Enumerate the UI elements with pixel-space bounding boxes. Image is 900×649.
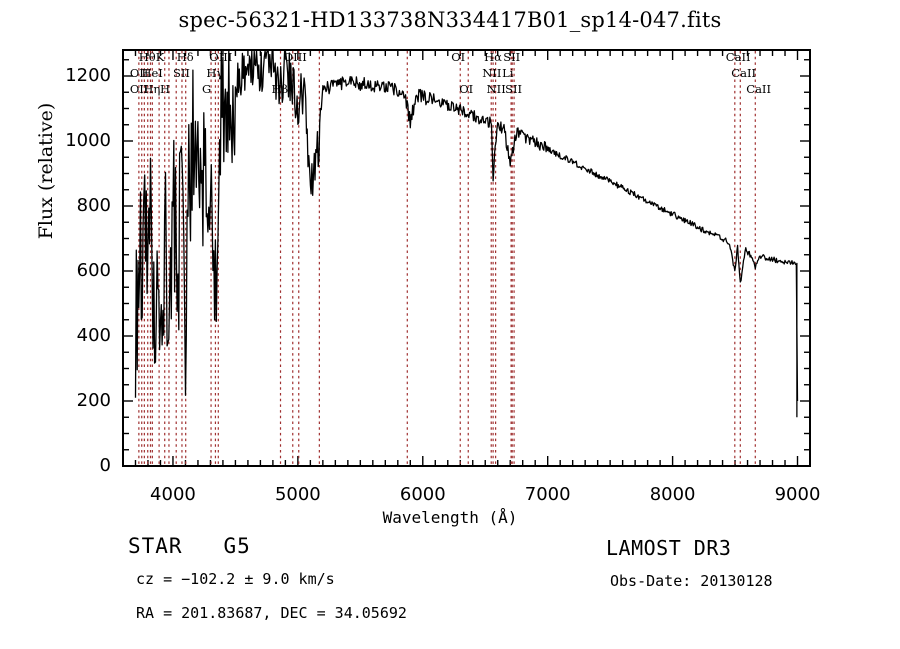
y-tick-label: 1200 <box>65 65 111 86</box>
y-tick-label: 400 <box>76 325 111 346</box>
y-tick-label: 200 <box>76 390 111 411</box>
footer-cz: cz = −102.2 ± 9.0 km/s <box>136 570 335 588</box>
spectral-line-label: Hβ <box>271 82 289 96</box>
y-tick-label: 0 <box>99 455 111 476</box>
spectral-line-label: H <box>159 82 170 96</box>
spectral-line-label: HeI <box>141 66 163 80</box>
spectral-line-label: Hα <box>484 50 502 64</box>
axis-ticks <box>122 50 811 467</box>
y-tick-label: 600 <box>76 260 111 281</box>
spectral-line-label: K <box>155 50 165 64</box>
footer-object-class: STAR G5 <box>128 534 251 558</box>
spectral-line-label: G <box>202 82 212 96</box>
spectral-line-label: NII <box>482 66 502 80</box>
x-axis-label: Wavelength (Å) <box>382 508 518 527</box>
spectral-line-label: CaII <box>725 50 751 64</box>
line-markers <box>138 51 756 465</box>
spectral-line-label: Li <box>502 66 514 80</box>
footer-spectral-class: G5 <box>223 534 251 558</box>
spectral-line-label: Hη <box>143 82 161 96</box>
y-tick-label: 800 <box>76 195 111 216</box>
spectral-line-label: SII <box>505 82 523 96</box>
spectral-line-label: CaII <box>731 66 757 80</box>
spectral-line-label: Hδ <box>176 50 194 64</box>
spectral-line-label: SII <box>172 66 190 80</box>
spectral-line-label: OIII <box>283 50 307 64</box>
spectral-line-label: OII <box>129 66 149 80</box>
spectral-line-label: OII <box>129 82 149 96</box>
spectral-line-label: OI <box>459 82 474 96</box>
page-title: spec-56321-HD133738N334417B01_sp14-047.f… <box>178 8 722 32</box>
x-tick-label: 4000 <box>150 484 196 505</box>
spectral-line-label: OI <box>451 50 466 64</box>
footer-coordinates: RA = 201.83687, DEC = 34.05692 <box>136 604 407 622</box>
y-tick-label: 1000 <box>65 130 111 151</box>
spectrum-trace <box>134 50 799 402</box>
spectral-line-label: OIII <box>209 50 233 64</box>
spectral-line-label: NII <box>486 82 506 96</box>
plot-frame <box>122 49 811 467</box>
x-tick-label: 7000 <box>524 484 571 505</box>
spectral-line-label: SII <box>503 50 521 64</box>
footer-obs-date: Obs-Date: 20130128 <box>610 572 773 590</box>
spectral-line-label: CaII <box>746 82 772 96</box>
spectral-line-label: Hγ <box>206 66 224 80</box>
footer-object-type: STAR <box>128 534 183 558</box>
footer-survey: LAMOST DR3 <box>606 536 732 560</box>
x-tick-label: 5000 <box>274 484 321 505</box>
x-tick-label: 6000 <box>399 484 446 505</box>
x-tick-label: 9000 <box>774 484 821 505</box>
spectral-line-label: Hθ <box>138 50 156 64</box>
x-tick-label: 8000 <box>649 484 696 505</box>
